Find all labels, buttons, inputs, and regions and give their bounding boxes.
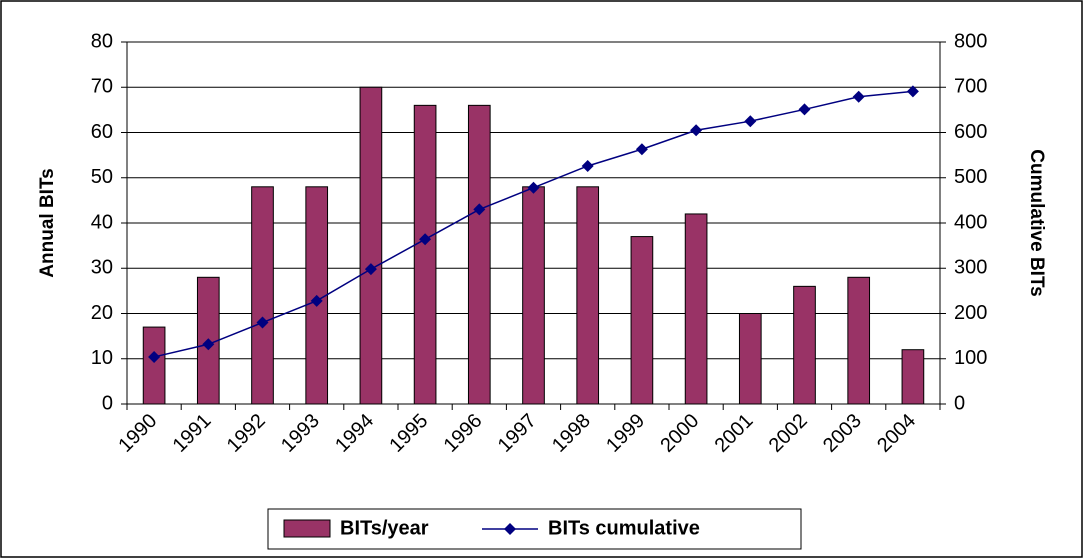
y-tick-label: 80	[91, 30, 113, 52]
y-tick-label: 40	[91, 211, 113, 233]
bar	[793, 285, 816, 405]
y2-tick-label: 400	[954, 211, 987, 233]
y2-tick-label: 0	[954, 392, 965, 414]
y2-tick-label: 700	[954, 76, 987, 98]
bar	[738, 313, 762, 405]
bar	[630, 236, 654, 405]
bar	[359, 86, 383, 405]
y-axis-title: Annual BITs	[37, 168, 58, 277]
bar	[847, 276, 871, 405]
bar	[684, 213, 708, 405]
y2-tick-label: 800	[954, 30, 987, 52]
marker	[635, 143, 648, 156]
bar	[142, 326, 166, 405]
marker	[798, 103, 811, 116]
marker	[744, 115, 757, 128]
bar	[251, 186, 274, 405]
bar	[901, 349, 925, 405]
marker	[581, 159, 594, 172]
bar	[467, 104, 491, 405]
marker	[256, 316, 269, 329]
y-tick-label: 0	[102, 392, 113, 414]
y-tick-label: 10	[91, 347, 113, 369]
marker	[310, 294, 323, 307]
marker	[852, 90, 865, 103]
marker	[419, 233, 432, 246]
legend-marker	[504, 523, 516, 535]
y2-tick-label: 300	[954, 257, 987, 279]
y-tick-label: 60	[91, 121, 113, 143]
y2-axis-title: Cumulative BITs	[1026, 149, 1047, 296]
y2-tick-label: 100	[954, 347, 987, 369]
marker	[473, 203, 486, 216]
y-tick-label: 30	[91, 257, 113, 279]
marker	[527, 181, 540, 194]
legend-label: BITs/year	[340, 517, 429, 539]
y-tick-label: 50	[91, 166, 113, 188]
bar	[576, 186, 600, 405]
marker	[906, 85, 919, 98]
marker	[364, 263, 377, 276]
bar	[413, 104, 437, 405]
marker	[690, 124, 703, 137]
marker	[148, 350, 161, 363]
y-tick-label: 70	[91, 76, 113, 98]
y2-tick-label: 600	[954, 121, 987, 143]
y2-tick-label: 200	[954, 302, 987, 324]
marker	[202, 338, 215, 351]
legend-swatch	[283, 519, 331, 538]
y-tick-label: 20	[91, 302, 113, 324]
y2-tick-label: 500	[954, 166, 987, 188]
legend-label: BITs cumulative	[548, 517, 700, 539]
bar	[522, 186, 545, 405]
